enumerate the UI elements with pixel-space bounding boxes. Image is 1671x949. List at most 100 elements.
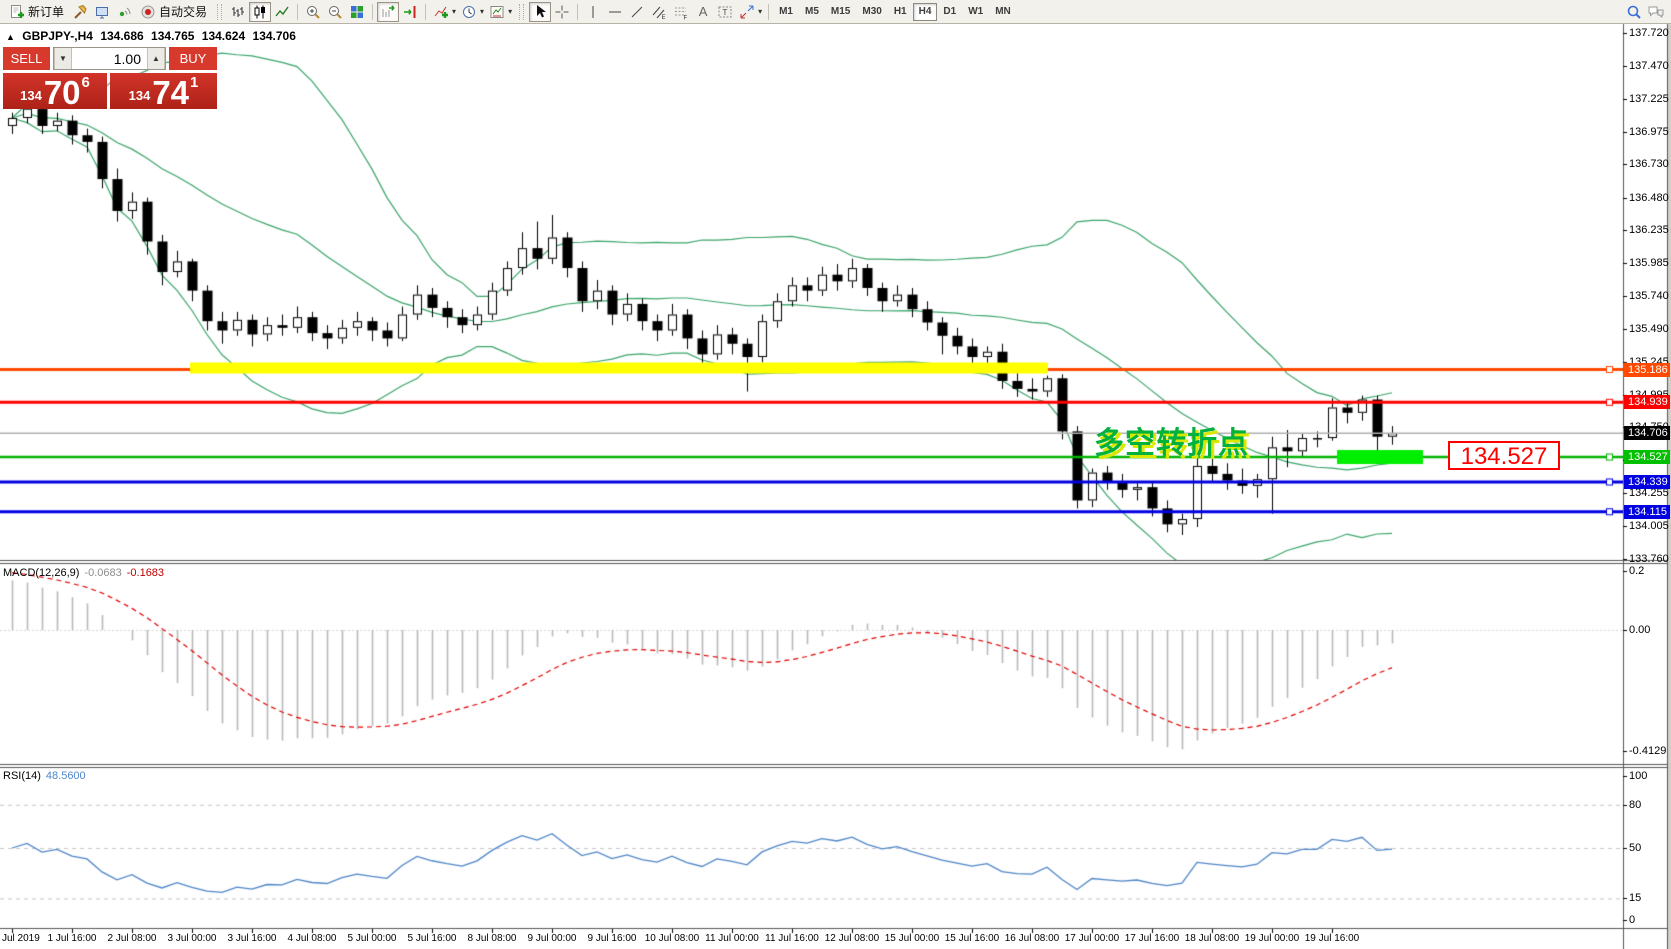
line-chart-mode-button[interactable]	[271, 2, 293, 22]
time-axis-label: 10 Jul 08:00	[644, 933, 700, 944]
timeframe-button-m15[interactable]: M15	[830, 5, 851, 17]
time-axis-label: 3 Jul 16:00	[227, 933, 277, 944]
volume-stepper: ▼ 1.00 ▲	[53, 47, 166, 70]
price-tag[interactable]: 134.939	[1624, 395, 1670, 410]
text-tool-button[interactable]: A	[692, 2, 714, 22]
toolbar-drag-handle[interactable]	[217, 3, 223, 20]
new-order-label: 新订单	[28, 5, 65, 19]
indicators-dropdown-caret[interactable]: ▾	[452, 7, 457, 16]
time-axis-label: 12 Jul 08:00	[824, 933, 880, 944]
price-tag[interactable]: 135.186	[1624, 362, 1670, 377]
time-axis-label: 15 Jul 16:00	[944, 933, 1000, 944]
periods-dropdown-caret[interactable]: ▾	[480, 7, 485, 16]
toolbar-drag-handle[interactable]	[519, 3, 525, 20]
timeframe-button-w1[interactable]: W1	[968, 5, 984, 17]
vertical-line-tool-button[interactable]	[582, 2, 604, 22]
fibonacci-tool-button[interactable]: F	[670, 2, 692, 22]
template-dropdown-caret[interactable]: ▾	[508, 7, 513, 16]
y-axis-tick: 134.005	[1629, 520, 1669, 533]
new-order-icon	[9, 4, 25, 20]
equidistant-channel-tool-button[interactable]: E	[648, 2, 670, 22]
svg-text:T: T	[723, 8, 728, 17]
auto-trading-label: 自动交易	[159, 5, 208, 19]
terminal-icon	[94, 4, 110, 20]
horizontal-line-icon	[607, 4, 623, 20]
indicators-button[interactable]	[430, 2, 452, 22]
macd-scale-label: -0.4129	[1629, 745, 1667, 757]
price-tag[interactable]: 134.706	[1624, 426, 1670, 441]
auto-scroll-button[interactable]	[377, 1, 400, 22]
bid-price-big: 70	[43, 73, 81, 111]
timeframe-button-d1[interactable]: D1	[943, 5, 957, 17]
time-axis-label: 19 Jul 16:00	[1304, 933, 1360, 944]
price-tag[interactable]: 134.115	[1624, 504, 1670, 519]
ask-price-display[interactable]: 134 74 1	[110, 73, 217, 109]
toolbar: 新订单 自动交易 ▾ ▾ ▾ E F A	[0, 0, 1671, 24]
y-axis-tick: 136.975	[1629, 125, 1669, 138]
price-tag[interactable]: 134.527	[1624, 450, 1670, 465]
timeframe-button-h1[interactable]: H1	[893, 5, 907, 17]
zoom-in-button[interactable]	[302, 2, 324, 22]
fibonacci-icon: F	[673, 4, 689, 20]
rsi-indicator-label: RSI(14) 48.5600	[3, 770, 86, 782]
volume-decrease-button[interactable]: ▼	[54, 48, 72, 69]
timeframe-button-mn[interactable]: MN	[995, 5, 1011, 17]
y-axis-tick: 136.235	[1629, 224, 1669, 237]
candlestick-chart-icon	[252, 4, 268, 20]
horizontal-line-tool-button[interactable]	[604, 2, 626, 22]
bar-chart-mode-button[interactable]	[227, 2, 249, 22]
auto-trading-button[interactable]: 自动交易	[135, 2, 212, 22]
time-axis-label: 15 Jul 00:00	[884, 933, 940, 944]
crosshair-icon	[554, 4, 570, 20]
buy-button[interactable]: BUY	[169, 47, 217, 70]
volume-value[interactable]: 1.00	[113, 50, 141, 67]
signal-button[interactable]	[113, 2, 135, 22]
chat-icon	[1647, 4, 1665, 20]
arrows-dropdown-caret[interactable]: ▾	[758, 7, 763, 16]
periods-button[interactable]	[458, 2, 480, 22]
chart-shift-button[interactable]	[399, 2, 421, 22]
y-axis-tick: 137.225	[1629, 92, 1669, 105]
trendline-icon	[629, 4, 645, 20]
new-order-button[interactable]: 新订单	[4, 2, 69, 22]
crosshair-tool-button[interactable]	[551, 2, 573, 22]
y-axis-tick: 133.760	[1629, 552, 1669, 565]
chart-shift-icon	[402, 4, 418, 20]
chart-symbol-timeframe: GBPJPY-,H4	[22, 29, 93, 43]
arrows-tool-button[interactable]	[736, 2, 758, 22]
sell-button[interactable]: SELL	[3, 47, 50, 70]
turning-point-annotation[interactable]: 多空转折点	[1094, 427, 1249, 460]
bid-price-pip: 6	[81, 74, 90, 91]
ohlc-high: 134.765	[151, 29, 195, 43]
trendline-tool-button[interactable]	[626, 2, 648, 22]
tile-windows-button[interactable]	[346, 2, 368, 22]
timeframe-button-m1[interactable]: M1	[779, 5, 793, 17]
terminal-button[interactable]	[91, 2, 113, 22]
timeframe-button-m30[interactable]: M30	[862, 5, 882, 17]
signal-icon	[116, 4, 132, 20]
chat-button[interactable]	[1645, 2, 1667, 22]
one-click-trading-panel: SELL ▼ 1.00 ▲ BUY 134 70 6 134 74 1	[3, 47, 217, 109]
time-axis-label: 17 Jul 16:00	[1124, 933, 1180, 944]
price-callout-label[interactable]: 134.527	[1448, 441, 1560, 470]
timeframe-button-m5[interactable]: M5	[805, 5, 819, 17]
volume-increase-button[interactable]: ▲	[147, 48, 165, 69]
chart-collapse-marker[interactable]: ▲	[6, 32, 15, 42]
gavel-button[interactable]	[69, 2, 91, 22]
candle-chart-mode-button[interactable]	[249, 1, 272, 22]
text-label-tool-button[interactable]: T	[714, 2, 736, 22]
time-axis-label: 11 Jul 00:00	[705, 933, 759, 944]
bid-price-display[interactable]: 134 70 6	[3, 73, 107, 109]
svg-text:F: F	[684, 15, 688, 20]
text-label-icon: T	[717, 4, 733, 20]
zoom-out-button[interactable]	[324, 2, 346, 22]
time-axis-label: 4 Jul 08:00	[287, 933, 337, 944]
search-button[interactable]	[1623, 2, 1645, 22]
y-axis-tick: 136.480	[1629, 191, 1669, 204]
timeframe-button-h4[interactable]: H4	[912, 2, 938, 21]
cursor-tool-button[interactable]	[529, 1, 552, 22]
price-tag[interactable]: 134.339	[1624, 474, 1670, 489]
chart-title: ▲ GBPJPY-,H4 134.686 134.765 134.624 134…	[6, 29, 300, 43]
template-button[interactable]	[486, 2, 508, 22]
